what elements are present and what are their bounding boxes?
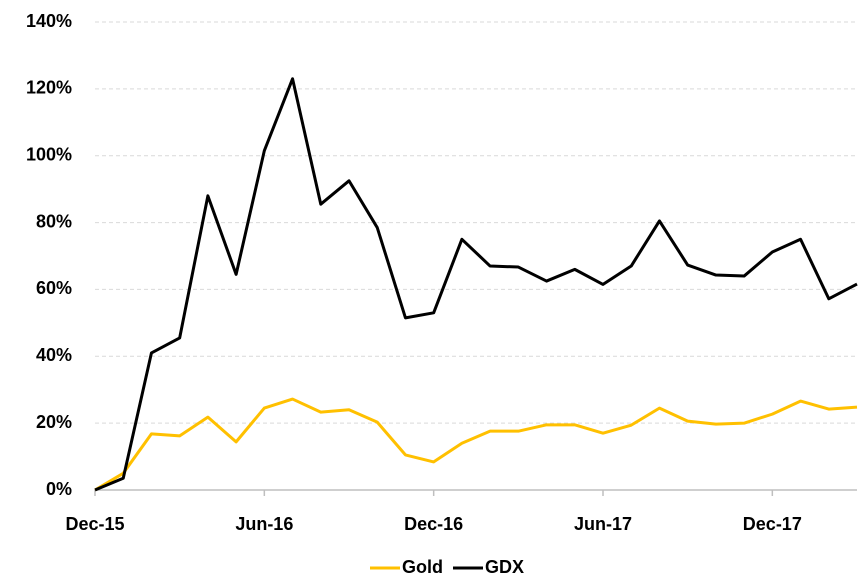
y-tick-label: 40% xyxy=(36,345,72,365)
series-line xyxy=(94,77,858,492)
y-tick-label: 120% xyxy=(26,78,72,98)
y-tick-label: 0% xyxy=(46,479,72,499)
y-tick-label: 20% xyxy=(36,412,72,432)
x-tick-label: Dec-16 xyxy=(404,514,463,534)
legend-label: GDX xyxy=(485,557,524,577)
x-tick-label: Jun-16 xyxy=(235,514,293,534)
x-tick-label: Jun-17 xyxy=(574,514,632,534)
x-tick-label: Dec-17 xyxy=(743,514,802,534)
y-tick-label: 140% xyxy=(26,11,72,31)
legend-label: Gold xyxy=(402,557,443,577)
series-line xyxy=(94,397,858,492)
y-tick-label: 60% xyxy=(36,278,72,298)
y-tick-label: 80% xyxy=(36,211,72,231)
y-tick-label: 100% xyxy=(26,144,72,164)
x-tick-label: Dec-15 xyxy=(65,514,124,534)
